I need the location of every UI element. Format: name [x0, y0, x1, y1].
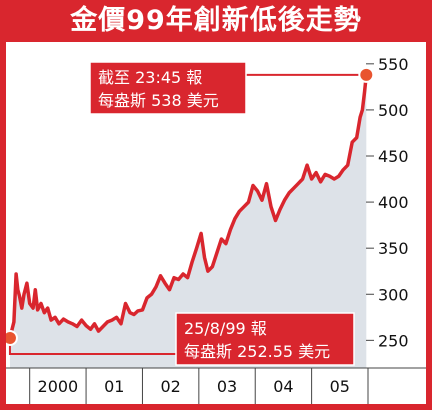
- y-tick-label: 450: [378, 147, 409, 166]
- top-callout-line2: 每盎斯 538 美元: [98, 91, 219, 110]
- price-chart: 2000 01 02 03 04 05 250 300 350 400 450 500 550 截至 2…: [6, 55, 426, 404]
- x-tick-label: 01: [104, 377, 124, 396]
- bottom-callout-box: [175, 312, 355, 366]
- end-point-marker: [358, 66, 375, 83]
- gold-price-line: [8, 74, 369, 339]
- y-tick-label: 400: [378, 193, 409, 212]
- y-tick-label: 250: [378, 331, 409, 350]
- x-tick-label: 02: [160, 377, 180, 396]
- x-tick-label: 04: [273, 377, 293, 396]
- chart-panel: 2000 01 02 03 04 05 250 300 350 400 450 500 550 截至 2…: [6, 42, 426, 404]
- top-callout-box: [89, 61, 247, 115]
- y-tick-label: 300: [378, 285, 409, 304]
- x-tick-label: 2000: [38, 377, 79, 396]
- y-tick-label: 350: [378, 239, 409, 258]
- y-tick-label: 550: [378, 55, 409, 74]
- x-tick-label: 05: [330, 377, 350, 396]
- chart-title: 金價99年創新低後走勢: [70, 5, 362, 36]
- bottom-callout-line2: 每盎斯 252.55 美元: [184, 342, 330, 361]
- area-fill: [9, 74, 367, 369]
- top-callout-line1: 截至 23:45 報: [98, 68, 202, 87]
- bottom-callout-line1: 25/8/99 報: [184, 319, 267, 338]
- x-tick-label: 03: [217, 377, 237, 396]
- start-point-marker: [6, 329, 18, 346]
- y-tick-label: 500: [378, 101, 409, 120]
